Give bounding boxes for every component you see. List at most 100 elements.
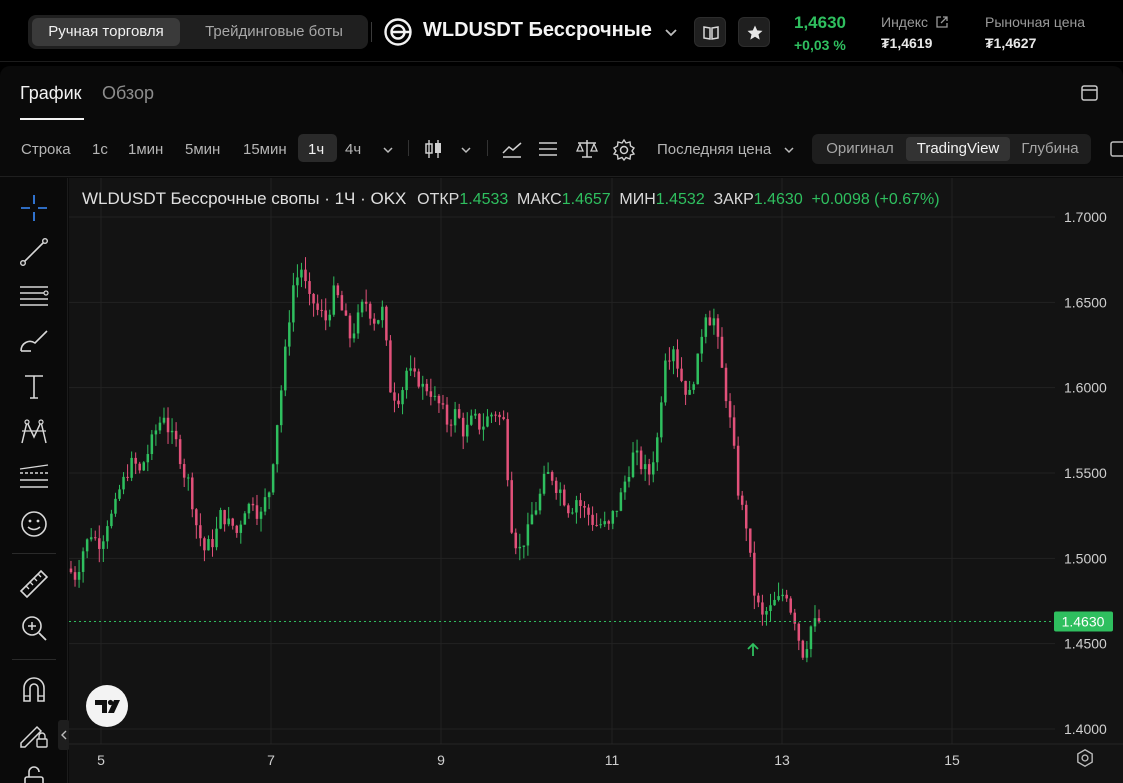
settings-gear-icon[interactable] [612, 138, 636, 162]
list-icon[interactable] [537, 138, 559, 160]
candle-body [627, 477, 631, 482]
window-icon[interactable] [1080, 83, 1100, 103]
candle-body [615, 510, 619, 512]
pattern-tool[interactable] [17, 415, 51, 449]
candle-body [538, 493, 542, 511]
y-tick-label: 1.5500 [1064, 465, 1107, 481]
unlock-tool[interactable] [17, 761, 51, 783]
x-tick-label: 13 [774, 752, 790, 768]
candle-body [736, 445, 740, 496]
timeframe-1s[interactable]: 1с [92, 141, 108, 158]
candle-body [575, 500, 578, 513]
pair-title[interactable]: WLDUSDT Бессрочные [423, 19, 652, 41]
legend-open-label: ОТКР [417, 191, 460, 208]
candle-body [162, 417, 166, 423]
candle-body [199, 525, 202, 539]
candle-body [114, 498, 117, 514]
indicators-icon[interactable] [501, 138, 523, 160]
legend-change: +0.0098 (+0.67%) [811, 191, 940, 208]
trendline-tool[interactable] [17, 235, 51, 269]
tab-chart[interactable]: График [20, 83, 82, 103]
zoom-in-tool[interactable] [17, 611, 51, 645]
candle-body [255, 505, 259, 519]
candle-body [421, 383, 425, 387]
candle-body [437, 395, 441, 404]
candle-body [102, 541, 105, 549]
lock-drawing-tool[interactable] [17, 717, 51, 751]
candle-body [89, 537, 93, 540]
price-source-select[interactable]: Последняя цена [657, 141, 772, 158]
index-label[interactable]: Индекс [881, 14, 948, 30]
timeframe-1h[interactable]: 1ч [308, 141, 325, 158]
candle-body [393, 392, 396, 401]
tradingview-logo[interactable] [86, 685, 128, 727]
candle-body [219, 510, 222, 529]
candle-body [364, 301, 368, 304]
candle-body [490, 414, 493, 417]
candle-body [619, 492, 623, 511]
candle-body [623, 481, 627, 493]
candles-icon[interactable] [422, 138, 444, 160]
view-tradingview[interactable]: TradingView [906, 137, 1010, 161]
chevron-left-icon [61, 730, 67, 740]
candle-body [178, 439, 182, 465]
brush-tool[interactable] [17, 323, 51, 357]
magnet-tool[interactable] [17, 673, 51, 707]
candle-body [77, 571, 81, 580]
candle-body [389, 340, 392, 393]
y-tick-label: 1.5000 [1064, 550, 1107, 566]
fib-lines-tool[interactable] [17, 279, 51, 313]
price-chart[interactable]: 1.7000 1.6500 1.6000 1.5500 1.5000 1.4500 1.40… [69, 178, 1123, 783]
candle-body [308, 281, 311, 294]
timeframe-line[interactable]: Строка [21, 141, 71, 158]
candle-body [182, 464, 186, 478]
candle-body [558, 489, 562, 493]
y-tick-label: 1.7000 [1064, 209, 1107, 225]
manual-trading-tab[interactable]: Ручная торговля [32, 18, 180, 46]
favorite-button[interactable] [738, 17, 770, 47]
candle-body [595, 524, 598, 526]
candle-body [805, 649, 809, 658]
candle-body [85, 539, 89, 552]
worldcoin-icon [384, 18, 412, 46]
candle-body [542, 473, 546, 494]
tab-overview[interactable]: Обзор [102, 83, 154, 103]
candle-body [510, 480, 513, 533]
scales-icon[interactable] [575, 138, 599, 160]
candle-body [441, 403, 445, 405]
candle-body [251, 503, 255, 506]
candle-body [498, 414, 501, 418]
chevron-down-icon[interactable] [381, 143, 395, 157]
timeframe-5m[interactable]: 5мин [185, 141, 221, 158]
candle-body [235, 525, 239, 533]
candle-body [98, 538, 101, 549]
legend-high: 1.4657 [561, 191, 611, 208]
timeframe-15m[interactable]: 15мин [243, 141, 287, 158]
legend-close: 1.4630 [753, 191, 803, 208]
timeframe-4h[interactable]: 4ч [345, 141, 362, 158]
candlestick-chart[interactable]: 1.7000 1.6500 1.6000 1.5500 1.5000 1.4500 1.40… [69, 178, 1123, 783]
chevron-down-icon[interactable] [663, 24, 679, 40]
chevron-down-icon[interactable] [782, 143, 796, 157]
forecast-tool[interactable] [17, 461, 51, 495]
chart-settings-icon[interactable] [1074, 747, 1096, 769]
chevron-down-icon[interactable] [459, 143, 473, 157]
ruler-tool[interactable] [17, 567, 51, 601]
screenshot-icon[interactable] [1107, 139, 1123, 159]
crosshair-tool[interactable] [17, 191, 51, 225]
x-tick-label: 5 [97, 752, 105, 768]
view-depth[interactable]: Глубина [1021, 140, 1079, 157]
text-icon [25, 375, 43, 399]
collapse-sidebar-button[interactable] [58, 720, 70, 750]
candle-body [130, 457, 133, 478]
info-book-button[interactable] [694, 17, 726, 47]
view-original[interactable]: Оригинал [826, 140, 894, 157]
timeframe-1m[interactable]: 1мин [128, 141, 164, 158]
candle-body [777, 596, 780, 600]
candle-body [486, 416, 489, 427]
candle-body [700, 336, 704, 354]
text-tool[interactable] [17, 369, 51, 403]
candle-body [93, 537, 97, 539]
trading-bots-tab[interactable]: Трейдинговые боты [205, 23, 343, 40]
emoji-tool[interactable] [17, 507, 51, 541]
